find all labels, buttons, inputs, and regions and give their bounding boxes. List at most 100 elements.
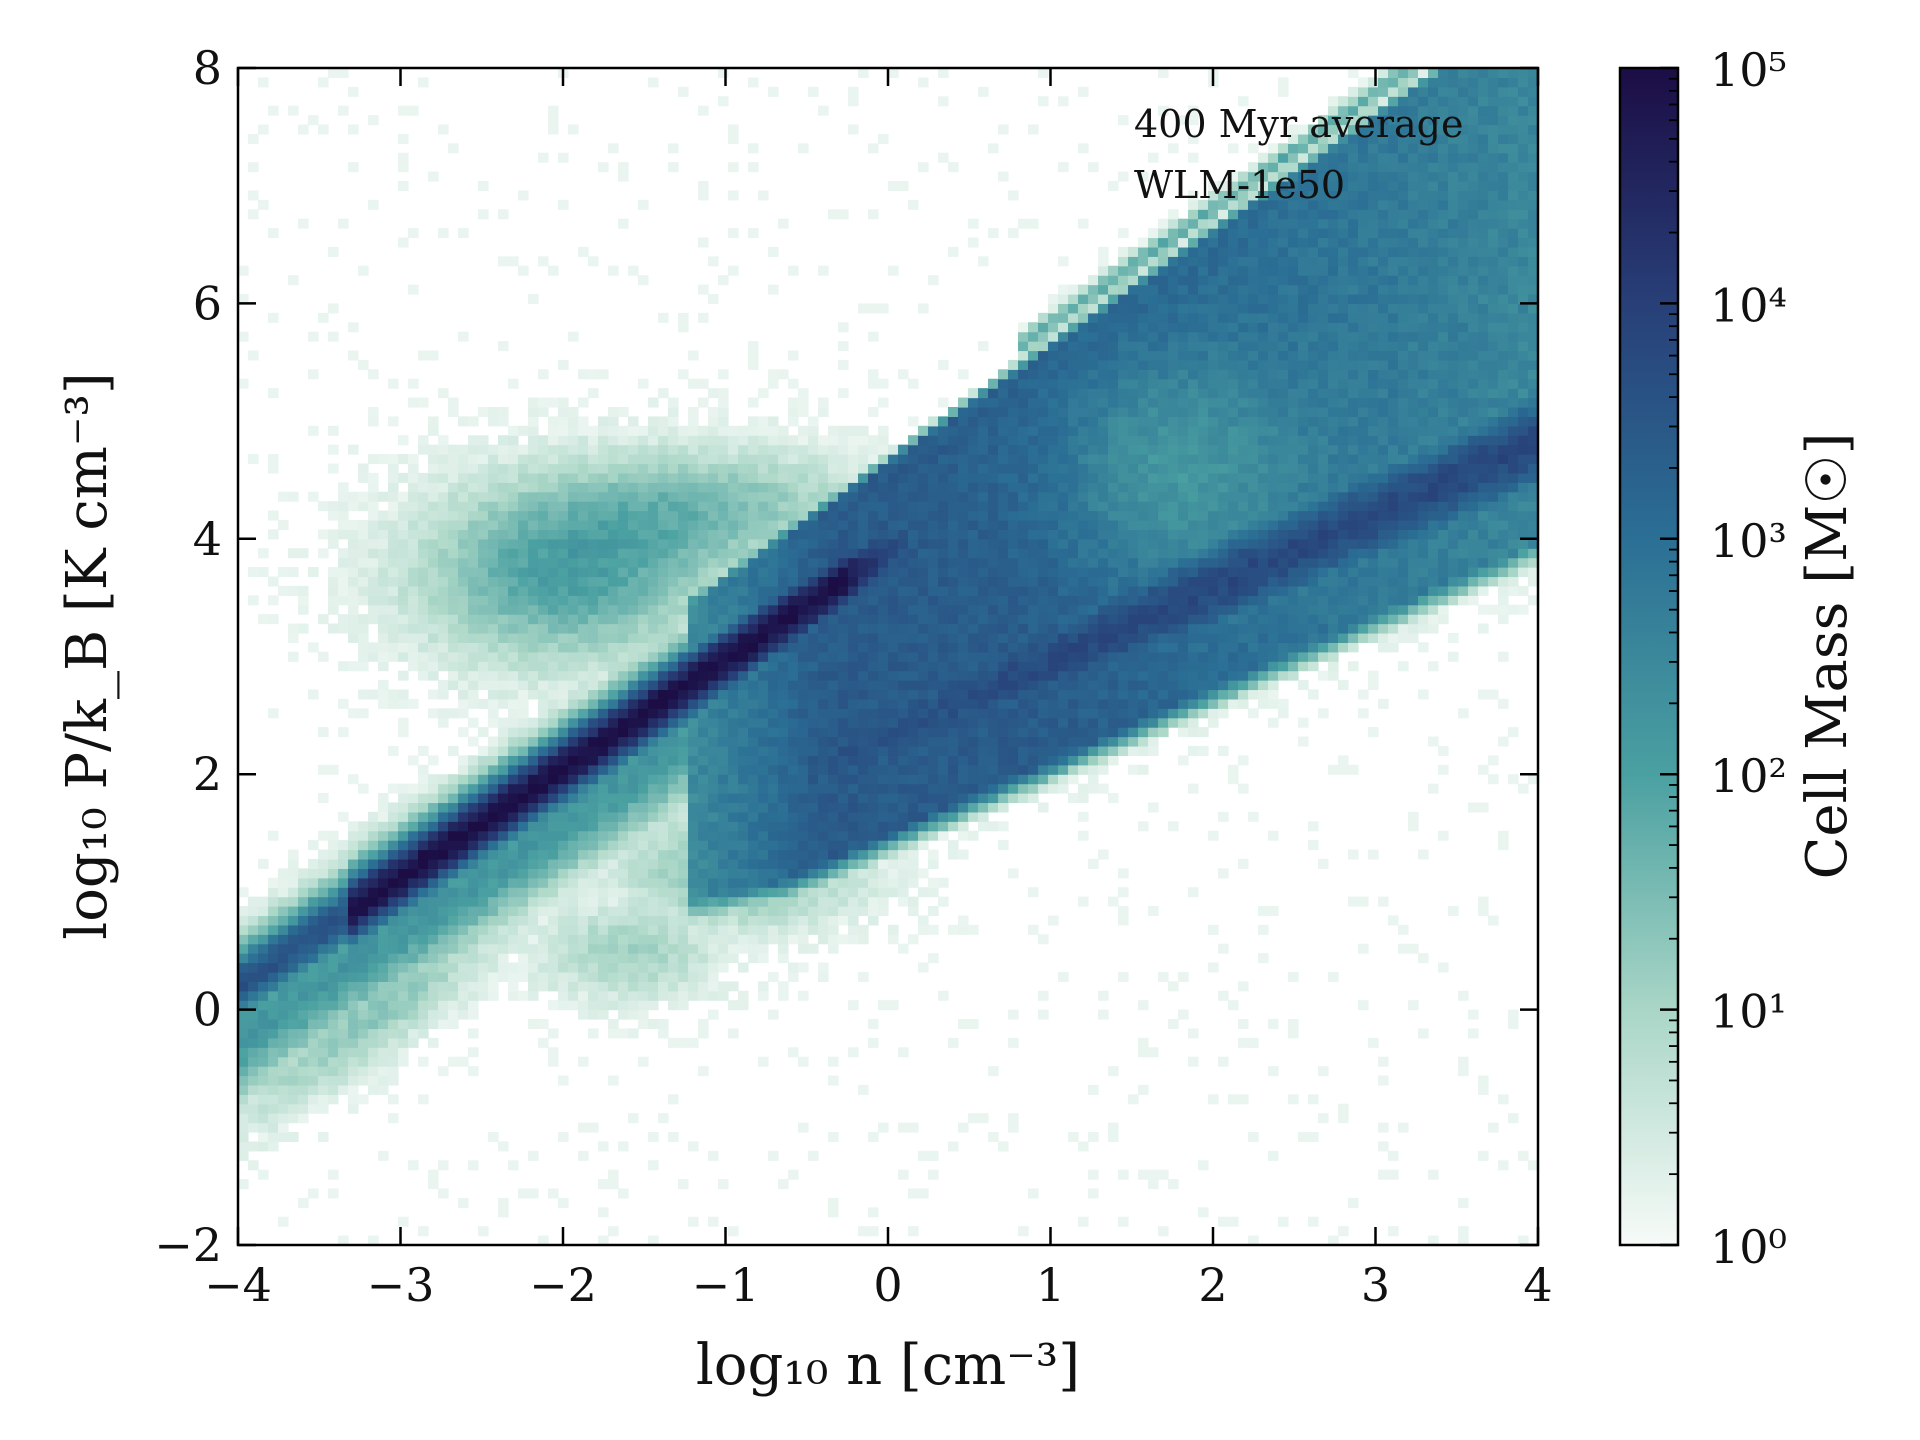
heatmap-cell [988,727,999,738]
heatmap-cell [798,397,809,408]
heatmap-cell [758,906,769,917]
heatmap-cell [778,482,789,493]
heatmap-cell [888,538,899,549]
heatmap-cell [818,971,829,982]
heatmap-cell [478,557,489,568]
heatmap-cell [818,397,829,408]
heatmap-cell [908,868,919,879]
heatmap-cell [1028,463,1039,474]
heatmap-cell [798,406,809,417]
heatmap-cell [468,472,479,483]
heatmap-cell [958,425,969,436]
heatmap-cell [488,924,499,935]
heatmap-cell [758,614,769,625]
heatmap-cell [318,614,329,625]
heatmap-cell [498,595,509,606]
heatmap-cell [538,567,549,578]
heatmap-cell [828,727,839,738]
heatmap-cell [718,585,729,596]
heatmap-cell [838,755,849,766]
heatmap-cell [948,821,959,832]
heatmap-cell [1078,670,1089,681]
heatmap-cell [708,595,719,606]
heatmap-cell [1048,567,1059,578]
heatmap-cell [918,727,929,738]
heatmap-cell [988,425,999,436]
heatmap-cell [638,510,649,521]
heatmap-cell [628,953,639,964]
heatmap-cell [268,1122,279,1133]
heatmap-cell [998,510,1009,521]
heatmap-cell [518,567,529,578]
heatmap-cell [718,689,729,700]
heatmap-cell [688,981,699,992]
heatmap-cell [718,896,729,907]
heatmap-cell [308,491,319,502]
heatmap-cell [688,482,699,493]
heatmap-cell [678,454,689,465]
heatmap-cell [868,745,879,756]
heatmap-cell [608,585,619,596]
heatmap-cell [638,811,649,822]
heatmap-cell [558,397,569,408]
heatmap-cell [698,727,709,738]
heatmap-cell [578,444,589,455]
heatmap-cell [478,727,489,738]
heatmap-cell [768,670,779,681]
heatmap-cell [338,953,349,964]
heatmap-cell [558,548,569,559]
heatmap-cell [598,632,609,643]
heatmap-cell [728,887,739,898]
heatmap-cell [318,943,329,954]
heatmap-cell [778,887,789,898]
heatmap-cell [338,915,349,926]
heatmap-cell [568,717,579,728]
heatmap-cell [768,614,779,625]
heatmap-cell [808,783,819,794]
heatmap-cell [578,840,589,851]
heatmap-cell [678,529,689,540]
heatmap-cell [1078,463,1089,474]
heatmap-cell [908,717,919,728]
heatmap-cell [868,651,879,662]
heatmap-cell [788,491,799,502]
heatmap-cell [358,661,369,672]
heatmap-cell [268,1113,279,1124]
heatmap-cell [518,943,529,954]
heatmap-cell [928,435,939,446]
heatmap-cell [798,764,809,775]
heatmap-cell [568,877,579,888]
heatmap-cell [258,614,269,625]
heatmap-cell [958,708,969,719]
heatmap-cell [498,529,509,540]
heatmap-cell [668,680,679,691]
heatmap-cell [428,1000,439,1011]
heatmap-cell [828,887,839,898]
heatmap-cell [518,830,529,841]
heatmap-cell [288,953,299,964]
heatmap-cell [958,924,969,935]
heatmap-cell [748,519,759,530]
heatmap-cell [608,868,619,879]
heatmap-cell [858,614,869,625]
heatmap-cell [908,821,919,832]
heatmap-cell [978,802,989,813]
heatmap-cell [878,472,889,483]
heatmap-cell [438,689,449,700]
heatmap-cell [838,915,849,926]
heatmap-cell [918,1150,929,1161]
heatmap-cell [968,811,979,822]
heatmap-cell [378,990,389,1001]
heatmap-cell [478,802,489,813]
heatmap-cell [898,595,909,606]
heatmap-cell [958,680,969,691]
heatmap-cell [778,698,789,709]
heatmap-cell [488,915,499,926]
heatmap-cell [508,811,519,822]
heatmap-cell [708,708,719,719]
heatmap-cell [658,971,669,982]
heatmap-cell [668,510,679,521]
heatmap-cell [1068,727,1079,738]
heatmap-cell [358,1019,369,1030]
heatmap-cell [498,435,509,446]
